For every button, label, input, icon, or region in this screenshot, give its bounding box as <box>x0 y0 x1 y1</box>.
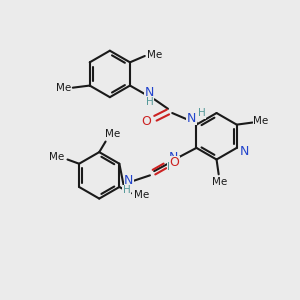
Text: H: H <box>167 162 175 172</box>
Text: O: O <box>169 156 179 169</box>
Text: O: O <box>141 115 151 128</box>
Text: Me: Me <box>147 50 162 60</box>
Text: N: N <box>187 112 196 125</box>
Text: Me: Me <box>134 190 149 200</box>
Text: N: N <box>169 151 178 164</box>
Text: H: H <box>123 185 130 195</box>
Text: Me: Me <box>49 152 64 162</box>
Text: Me: Me <box>212 177 227 187</box>
Text: H: H <box>198 108 206 118</box>
Text: Me: Me <box>253 116 268 127</box>
Text: N: N <box>124 174 134 187</box>
Text: N: N <box>239 145 249 158</box>
Text: Me: Me <box>105 129 121 139</box>
Text: H: H <box>146 98 154 107</box>
Text: Me: Me <box>56 83 71 93</box>
Text: N: N <box>144 86 154 100</box>
